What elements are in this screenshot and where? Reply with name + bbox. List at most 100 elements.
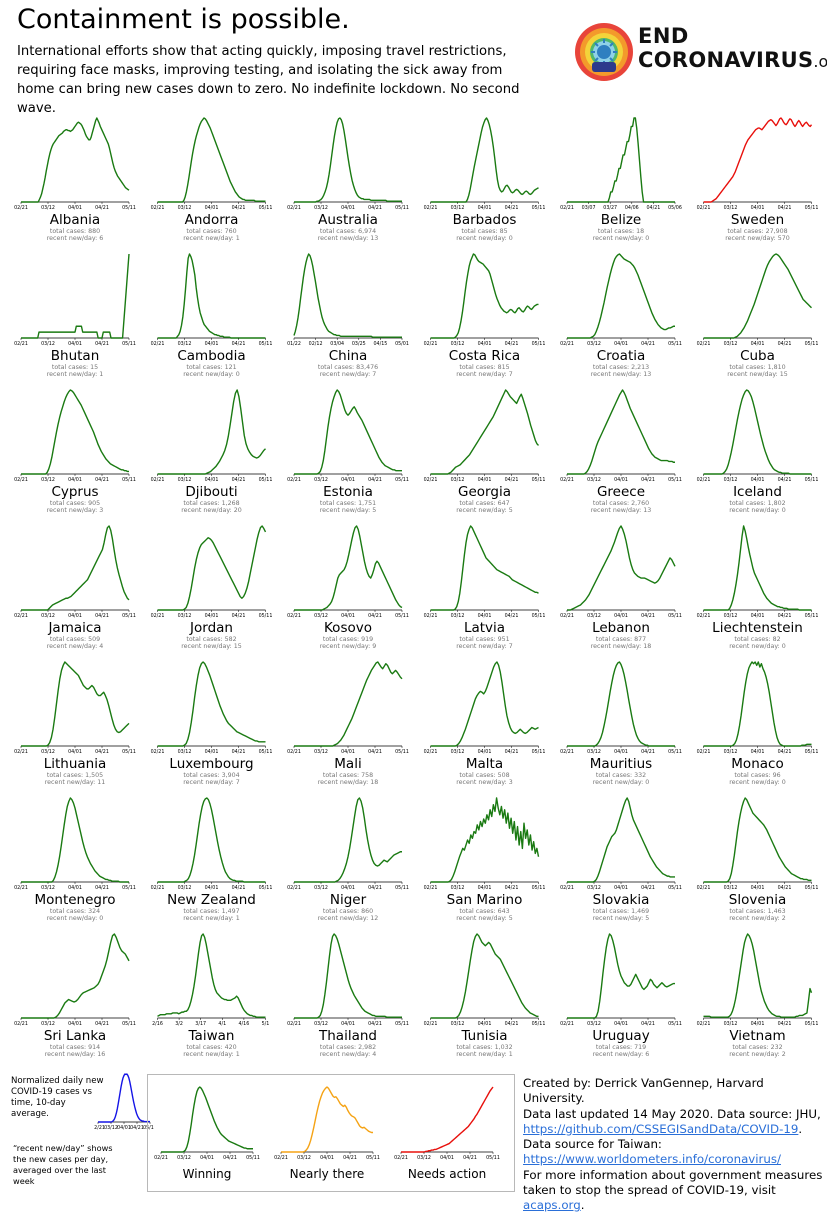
chart-costa-rica-tick-label: 03/12 bbox=[451, 341, 465, 347]
chart-vietnam-tick-label: 02/21 bbox=[697, 1021, 711, 1027]
chart-jamaica-total-cases: total cases: 509 bbox=[50, 636, 100, 643]
chart-lebanon-recent-new-per-day: recent new/day: 18 bbox=[591, 643, 652, 650]
chart-liechtenstein-tick-label: 04/01 bbox=[751, 613, 765, 619]
chart-thailand-total-cases: total cases: 2,982 bbox=[320, 1044, 376, 1051]
credit-taiwan: Data source for Taiwan: bbox=[523, 1137, 662, 1152]
chart-luxembourg-total-cases: total cases: 3,904 bbox=[183, 772, 239, 779]
chart-lithuania-tick-label: 04/21 bbox=[95, 749, 109, 755]
credit-updated: Data last updated 14 May 2020. Data sour… bbox=[523, 1106, 821, 1121]
chart-albania-total-cases: total cases: 880 bbox=[50, 228, 100, 235]
chart-luxembourg-tick-label: 04/01 bbox=[205, 749, 219, 755]
chart-lithuania-tick-label: 05/11 bbox=[122, 749, 136, 755]
chart-bhutan-series-line bbox=[21, 253, 130, 339]
chart-new-zealand-total-cases: total cases: 1,497 bbox=[183, 908, 239, 915]
chart-lithuania-tick-label: 04/01 bbox=[68, 749, 82, 755]
chart-djibouti-series-line bbox=[157, 389, 266, 475]
legend-winning-tick-label: 05/11 bbox=[246, 1155, 260, 1161]
chart-mali-tick-label: 05/11 bbox=[395, 749, 409, 755]
chart-australia-tick-label: 03/12 bbox=[314, 205, 328, 211]
chart-djibouti-total-cases: total cases: 1,268 bbox=[183, 500, 239, 507]
chart-slovenia-tick-label: 04/01 bbox=[751, 885, 765, 891]
logo-line-2: CORONAVIRUS bbox=[638, 48, 814, 72]
chart-belize-tick-label: 04/21 bbox=[646, 205, 660, 211]
chart-new-zealand-tick-label: 04/01 bbox=[205, 885, 219, 891]
chart-kosovo-country-name: Kosovo bbox=[324, 620, 372, 636]
chart-mauritius-tick-label: 03/12 bbox=[587, 749, 601, 755]
chart-greece-recent-new-per-day: recent new/day: 13 bbox=[591, 507, 652, 514]
chart-australia-tick-label: 05/11 bbox=[395, 205, 409, 211]
chart-monaco-tick-label: 05/11 bbox=[805, 749, 819, 755]
chart-cyprus-tick-label: 03/12 bbox=[41, 477, 55, 483]
chart-andorra-recent-new-per-day: recent new/day: 1 bbox=[183, 235, 240, 242]
chart-taiwan-tick-label: 4/16 bbox=[239, 1021, 250, 1027]
chart-mali-series-line bbox=[294, 661, 403, 747]
chart-belize-tick-label: 03/27 bbox=[603, 205, 617, 211]
chart-sweden-tick-label: 04/21 bbox=[778, 205, 792, 211]
chart-sweden-tick-label: 04/01 bbox=[751, 205, 765, 211]
chart-vietnam-tick-label: 03/12 bbox=[724, 1021, 738, 1027]
chart-jordan-tick-label: 05/11 bbox=[259, 613, 273, 619]
chart-new-zealand-tick-label: 05/11 bbox=[259, 885, 273, 891]
chart-kosovo-tick-label: 04/01 bbox=[341, 613, 355, 619]
legend-needs-action-tick-label: 03/12 bbox=[417, 1155, 431, 1161]
chart-costa-rica-total-cases: total cases: 815 bbox=[459, 364, 509, 371]
chart-sri-lanka-tick-label: 03/12 bbox=[41, 1021, 55, 1027]
chart-sri-lanka-tick-label: 04/01 bbox=[68, 1021, 82, 1027]
chart-china-tick-label: 05/01 bbox=[395, 341, 409, 347]
chart-cuba-tick-label: 05/11 bbox=[805, 341, 819, 347]
chart-thailand-tick-label: 03/12 bbox=[314, 1021, 328, 1027]
chart-australia-tick-label: 02/21 bbox=[287, 205, 301, 211]
normalized-example-tick-label: 05/11 bbox=[143, 1125, 154, 1131]
chart-cuba-country-name: Cuba bbox=[740, 348, 775, 364]
chart-iceland-total-cases: total cases: 1,802 bbox=[729, 500, 785, 507]
chart-lithuania-series-line bbox=[21, 661, 130, 747]
chart-mauritius: 02/21 03/12 04/01 04/21 05/11 Mauritiustotal … bbox=[560, 661, 682, 786]
chart-iceland-tick-label: 04/01 bbox=[751, 477, 765, 483]
chart-new-zealand-recent-new-per-day: recent new/day: 1 bbox=[183, 915, 240, 922]
chart-andorra-country-name: Andorra bbox=[185, 212, 239, 228]
chart-montenegro-tick-label: 05/11 bbox=[122, 885, 136, 891]
chart-georgia-tick-label: 03/12 bbox=[451, 477, 465, 483]
chart-slovenia-tick-label: 04/21 bbox=[778, 885, 792, 891]
chart-australia-country-name: Australia bbox=[318, 212, 378, 228]
endcoronavirus-logo[interactable]: END CORONAVIRUS.org bbox=[574, 22, 827, 82]
chart-bhutan-tick-label: 03/12 bbox=[41, 341, 55, 347]
chart-slovakia-tick-label: 03/12 bbox=[587, 885, 601, 891]
chart-estonia-country-name: Estonia bbox=[323, 484, 373, 500]
chart-new-zealand-series-line bbox=[157, 797, 266, 883]
acaps-link[interactable]: acaps.org bbox=[523, 1198, 581, 1213]
chart-bhutan-tick-label: 02/21 bbox=[14, 341, 28, 347]
chart-belize-tick-label: 05/06 bbox=[668, 205, 682, 211]
chart-cyprus-tick-label: 05/11 bbox=[122, 477, 136, 483]
chart-barbados-series-line bbox=[430, 117, 539, 203]
chart-uruguay-tick-label: 04/01 bbox=[614, 1021, 628, 1027]
chart-iceland-recent-new-per-day: recent new/day: 0 bbox=[729, 507, 786, 514]
legend-winning: 02/21 03/12 04/01 04/21 05/11 Winning bbox=[154, 1086, 260, 1181]
worldometers-link[interactable]: https://www.worldometers.info/coronaviru… bbox=[523, 1152, 781, 1167]
chart-lebanon-tick-label: 04/21 bbox=[641, 613, 655, 619]
chart-cambodia-total-cases: total cases: 121 bbox=[186, 364, 236, 371]
chart-lebanon-tick-label: 05/11 bbox=[668, 613, 682, 619]
chart-malta-recent-new-per-day: recent new/day: 3 bbox=[456, 779, 513, 786]
normalized-example-tick-label: 04/21 bbox=[130, 1125, 144, 1131]
jhu-link[interactable]: https://github.com/CSSEGISandData/COVID-… bbox=[523, 1121, 799, 1136]
chart-san-marino-tick-label: 05/11 bbox=[532, 885, 546, 891]
chart-malta-tick-label: 03/12 bbox=[451, 749, 465, 755]
chart-kosovo-tick-label: 04/21 bbox=[368, 613, 382, 619]
chart-croatia-recent-new-per-day: recent new/day: 13 bbox=[591, 371, 652, 378]
chart-djibouti-tick-label: 05/11 bbox=[259, 477, 273, 483]
chart-djibouti-recent-new-per-day: recent new/day: 20 bbox=[181, 507, 242, 514]
chart-montenegro-series-line bbox=[21, 797, 129, 883]
chart-uruguay-total-cases: total cases: 719 bbox=[596, 1044, 646, 1051]
chart-san-marino: 02/21 03/12 04/01 04/21 05/11 San Marinototal… bbox=[424, 797, 546, 922]
chart-mauritius-tick-label: 04/21 bbox=[641, 749, 655, 755]
chart-jamaica-tick-label: 04/01 bbox=[68, 613, 82, 619]
